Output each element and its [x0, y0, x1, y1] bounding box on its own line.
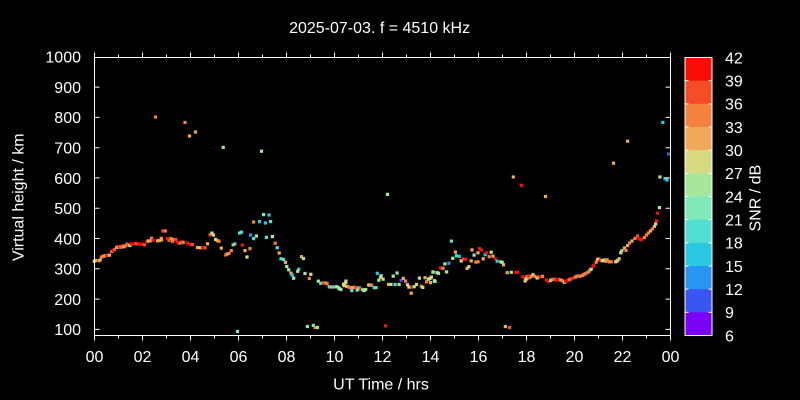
svg-text:36: 36	[725, 97, 743, 114]
svg-text:18: 18	[725, 236, 743, 253]
svg-text:16: 16	[470, 349, 488, 366]
svg-text:20: 20	[566, 349, 584, 366]
svg-text:2025-07-03. f = 4510 kHz: 2025-07-03. f = 4510 kHz	[289, 20, 470, 37]
svg-text:33: 33	[725, 120, 743, 137]
svg-text:00: 00	[86, 349, 104, 366]
svg-text:18: 18	[518, 349, 536, 366]
svg-text:14: 14	[422, 349, 440, 366]
svg-text:UT Time / hrs: UT Time / hrs	[333, 376, 429, 393]
svg-text:06: 06	[230, 349, 248, 366]
svg-text:27: 27	[725, 166, 743, 183]
svg-text:04: 04	[182, 349, 200, 366]
svg-text:300: 300	[54, 262, 81, 279]
svg-text:6: 6	[725, 328, 734, 345]
svg-text:10: 10	[326, 349, 344, 366]
svg-text:30: 30	[725, 143, 743, 160]
svg-text:SNR / dB: SNR / dB	[748, 165, 765, 232]
svg-text:08: 08	[278, 349, 296, 366]
svg-text:15: 15	[725, 259, 743, 276]
svg-text:500: 500	[54, 201, 81, 218]
svg-text:700: 700	[54, 141, 81, 158]
svg-text:21: 21	[725, 212, 743, 229]
svg-text:Virtual height / km: Virtual height / km	[11, 133, 28, 261]
svg-text:39: 39	[725, 73, 743, 90]
svg-text:600: 600	[54, 171, 81, 188]
svg-text:12: 12	[374, 349, 392, 366]
svg-text:9: 9	[725, 305, 734, 322]
svg-text:800: 800	[54, 110, 81, 127]
svg-text:400: 400	[54, 231, 81, 248]
svg-text:02: 02	[134, 349, 152, 366]
svg-text:100: 100	[54, 322, 81, 339]
svg-text:42: 42	[725, 50, 743, 67]
svg-text:200: 200	[54, 292, 81, 309]
svg-text:12: 12	[725, 282, 743, 299]
svg-text:24: 24	[725, 189, 743, 206]
svg-text:22: 22	[614, 349, 632, 366]
svg-text:900: 900	[54, 80, 81, 97]
svg-text:00: 00	[662, 349, 680, 366]
svg-text:1000: 1000	[45, 50, 81, 67]
